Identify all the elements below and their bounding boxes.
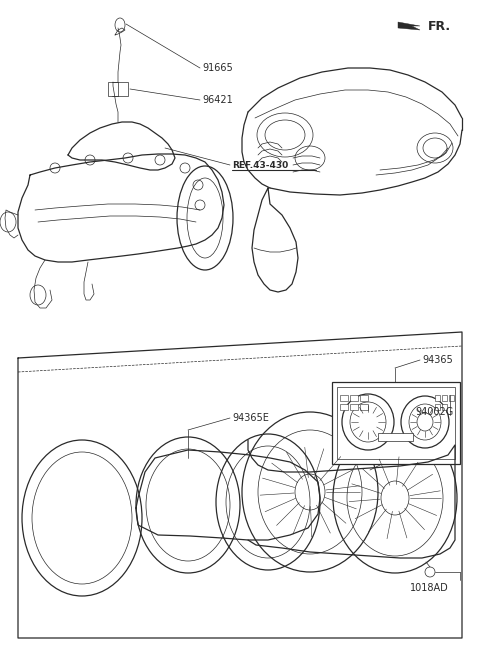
Bar: [442, 404, 447, 410]
Text: 94365: 94365: [422, 355, 453, 365]
Bar: [435, 404, 440, 410]
Text: 1018AD: 1018AD: [410, 583, 449, 593]
Bar: [360, 404, 368, 410]
Bar: [340, 395, 348, 401]
Text: FR.: FR.: [428, 20, 451, 33]
Bar: [449, 395, 454, 401]
Bar: [442, 395, 447, 401]
Bar: [332, 382, 460, 464]
Text: 96421: 96421: [202, 95, 233, 105]
Bar: [108, 82, 128, 96]
Bar: [435, 395, 440, 401]
Text: 94002G: 94002G: [415, 407, 453, 417]
Bar: [350, 395, 358, 401]
Polygon shape: [398, 22, 420, 30]
Text: REF.43-430: REF.43-430: [232, 160, 288, 170]
Text: 94365E: 94365E: [232, 413, 269, 423]
Bar: [340, 404, 348, 410]
Bar: [378, 433, 413, 441]
Text: 91665: 91665: [202, 63, 233, 73]
Bar: [337, 387, 455, 459]
Bar: [360, 395, 368, 401]
Bar: [350, 404, 358, 410]
